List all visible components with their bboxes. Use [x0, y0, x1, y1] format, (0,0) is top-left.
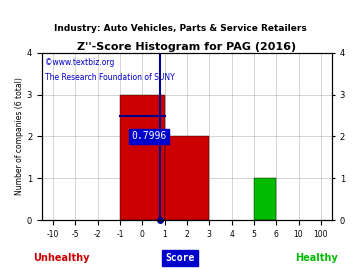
Y-axis label: Number of companies (6 total): Number of companies (6 total) — [15, 77, 24, 195]
Text: Score: Score — [165, 253, 195, 263]
Text: ©www.textbiz.org: ©www.textbiz.org — [45, 58, 114, 67]
Text: 0.7996: 0.7996 — [131, 131, 167, 141]
Text: Unhealthy: Unhealthy — [33, 253, 89, 263]
Text: The Research Foundation of SUNY: The Research Foundation of SUNY — [45, 73, 175, 82]
Title: Z''-Score Histogram for PAG (2016): Z''-Score Histogram for PAG (2016) — [77, 42, 297, 52]
Bar — [165, 136, 209, 220]
Text: Healthy: Healthy — [296, 253, 338, 263]
Bar — [120, 94, 165, 220]
Bar — [254, 178, 276, 220]
Text: Industry: Auto Vehicles, Parts & Service Retailers: Industry: Auto Vehicles, Parts & Service… — [54, 24, 306, 33]
